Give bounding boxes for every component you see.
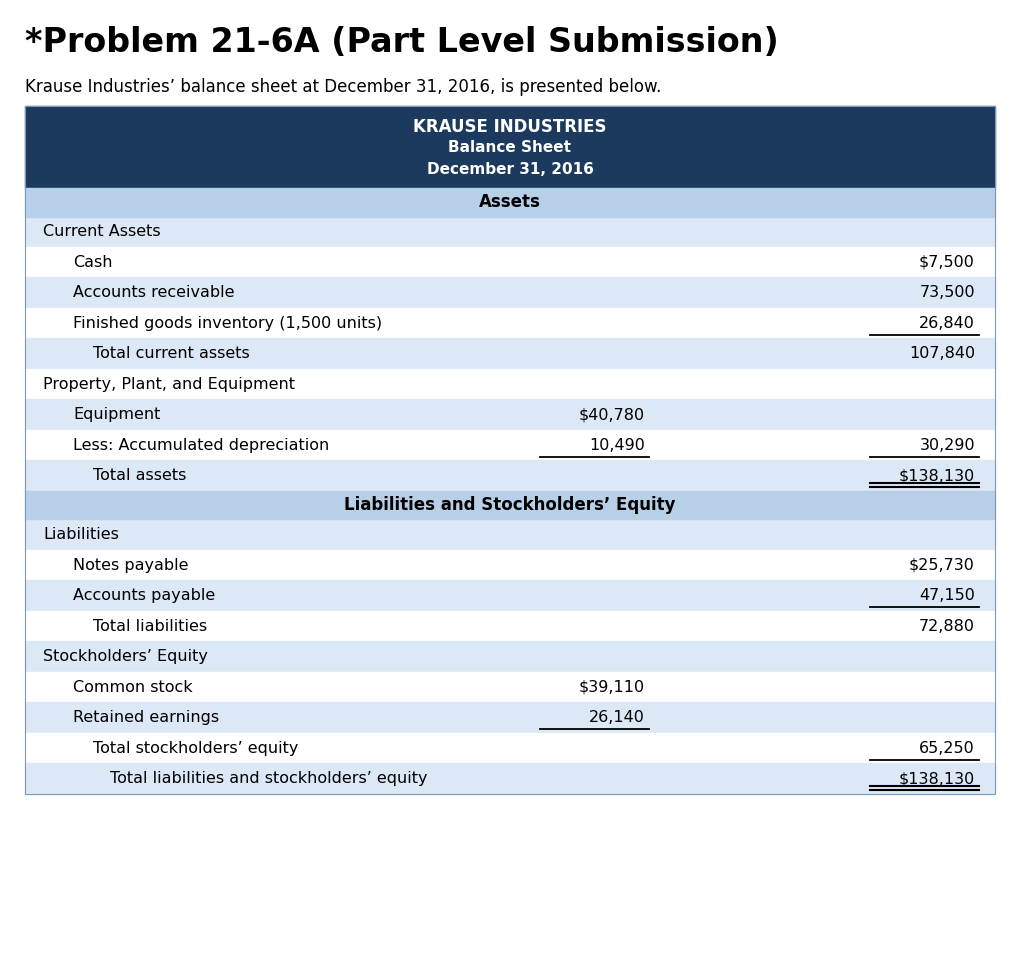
Text: $138,130: $138,130: [899, 469, 975, 483]
Text: Total liabilities: Total liabilities: [93, 619, 207, 634]
Text: Accounts payable: Accounts payable: [73, 589, 215, 603]
Text: Total stockholders’ equity: Total stockholders’ equity: [93, 741, 298, 756]
Bar: [25, 339, 995, 369]
Bar: [25, 491, 995, 520]
Text: Stockholders’ Equity: Stockholders’ Equity: [43, 650, 208, 664]
Bar: [25, 106, 995, 794]
Text: 73,500: 73,500: [920, 286, 975, 300]
Text: Accounts receivable: Accounts receivable: [73, 286, 234, 300]
Text: 30,290: 30,290: [920, 438, 975, 453]
Text: Equipment: Equipment: [73, 408, 161, 422]
Text: Balance Sheet: Balance Sheet: [449, 140, 571, 155]
Text: Cash: Cash: [73, 255, 113, 270]
Bar: [25, 400, 995, 430]
Text: $138,130: $138,130: [899, 771, 975, 786]
Text: 26,840: 26,840: [920, 316, 975, 331]
Bar: [25, 430, 995, 461]
Bar: [25, 764, 995, 794]
Text: Liabilities and Stockholders’ Equity: Liabilities and Stockholders’ Equity: [344, 497, 676, 514]
Text: 107,840: 107,840: [909, 347, 975, 361]
Text: Property, Plant, and Equipment: Property, Plant, and Equipment: [43, 377, 295, 392]
Bar: [25, 550, 995, 581]
Text: Total liabilities and stockholders’ equity: Total liabilities and stockholders’ equi…: [110, 771, 427, 786]
Text: 10,490: 10,490: [589, 438, 645, 453]
Bar: [25, 611, 995, 642]
Text: $39,110: $39,110: [579, 680, 645, 695]
Bar: [25, 520, 995, 550]
Bar: [25, 581, 995, 611]
Bar: [25, 672, 995, 703]
Bar: [25, 369, 995, 400]
Bar: [25, 308, 995, 339]
Bar: [25, 642, 995, 672]
Text: 65,250: 65,250: [920, 741, 975, 756]
Text: Common stock: Common stock: [73, 680, 193, 695]
Text: $25,730: $25,730: [909, 558, 975, 573]
Text: *Problem 21-6A (Part Level Submission): *Problem 21-6A (Part Level Submission): [25, 26, 778, 59]
Text: 47,150: 47,150: [920, 589, 975, 603]
Text: Notes payable: Notes payable: [73, 558, 188, 573]
Bar: [25, 703, 995, 733]
Bar: [25, 106, 995, 188]
Text: $40,780: $40,780: [579, 408, 645, 422]
Bar: [25, 733, 995, 764]
Bar: [25, 278, 995, 308]
Text: Less: Accumulated depreciation: Less: Accumulated depreciation: [73, 438, 330, 453]
Bar: [25, 247, 995, 278]
Text: 72,880: 72,880: [919, 619, 975, 634]
Bar: [25, 217, 995, 247]
Bar: [25, 461, 995, 491]
Text: KRAUSE INDUSTRIES: KRAUSE INDUSTRIES: [414, 118, 607, 136]
Text: Krause Industries’ balance sheet at December 31, 2016, is presented below.: Krause Industries’ balance sheet at Dece…: [25, 78, 662, 96]
Text: 26,140: 26,140: [589, 711, 645, 725]
Text: $7,500: $7,500: [920, 255, 975, 270]
Text: Assets: Assets: [479, 194, 541, 211]
Text: Finished goods inventory (1,500 units): Finished goods inventory (1,500 units): [73, 316, 382, 331]
Text: Liabilities: Liabilities: [43, 528, 119, 542]
Text: Total current assets: Total current assets: [93, 347, 250, 361]
Text: December 31, 2016: December 31, 2016: [427, 162, 594, 177]
Text: Total assets: Total assets: [93, 469, 186, 483]
Text: Current Assets: Current Assets: [43, 225, 161, 239]
Text: Retained earnings: Retained earnings: [73, 711, 219, 725]
Bar: [25, 188, 995, 217]
